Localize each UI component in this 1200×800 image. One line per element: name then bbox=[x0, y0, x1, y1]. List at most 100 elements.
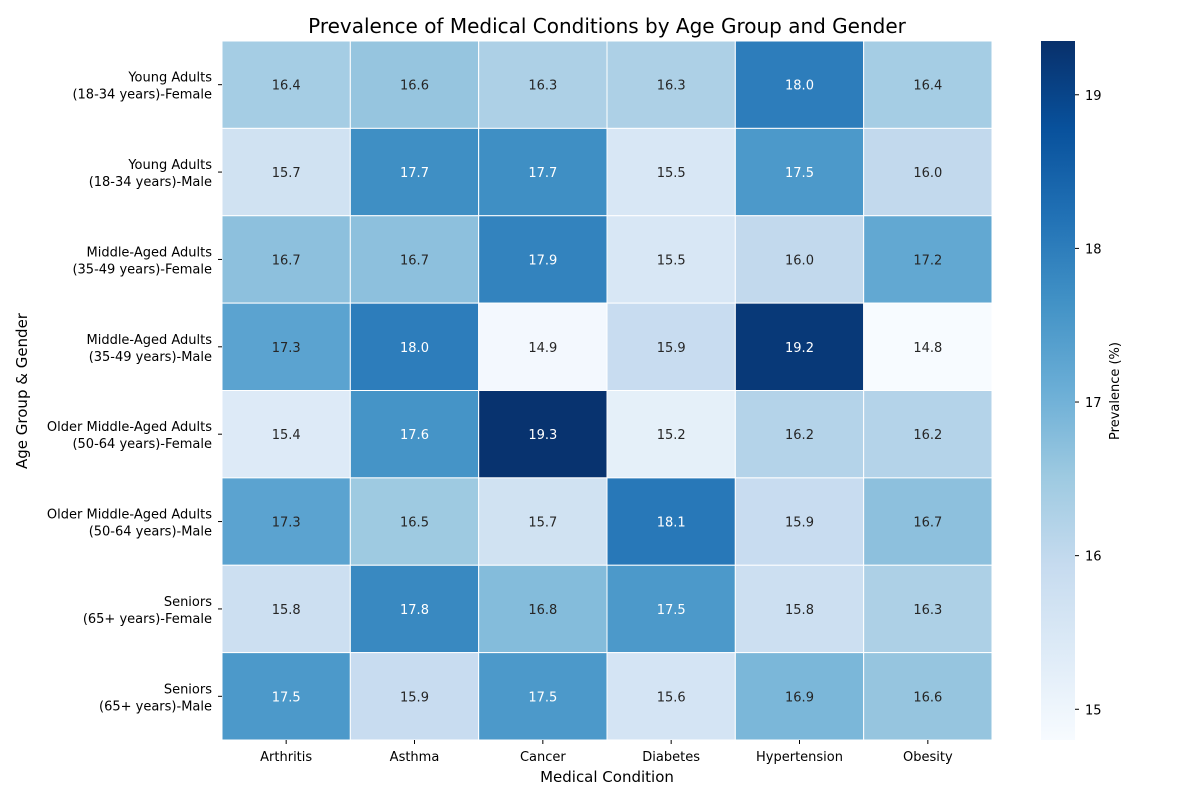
heatmap-cell bbox=[863, 652, 993, 741]
heatmap-cell bbox=[221, 302, 351, 391]
x-tick-label: Arthritis bbox=[260, 750, 312, 765]
cell-value-label: 15.7 bbox=[272, 166, 301, 181]
heatmap-cell bbox=[221, 215, 351, 304]
y-tick-labels: Young Adults (18-34 years)-Female Young Ad… bbox=[47, 71, 222, 714]
heatmap-cell bbox=[478, 390, 608, 479]
y-axis-label: Age Group & Gender bbox=[13, 312, 31, 469]
cell-value-label: 16.4 bbox=[913, 79, 942, 94]
heatmap-cell bbox=[478, 215, 608, 304]
cell-value-label: 15.9 bbox=[400, 690, 429, 705]
cell-value-label: 15.8 bbox=[785, 603, 814, 618]
heatmap-cell bbox=[734, 390, 865, 479]
x-tick-label: Hypertension bbox=[756, 750, 843, 765]
cell-value-label: 16.8 bbox=[528, 603, 557, 618]
cell-value-label: 17.5 bbox=[272, 690, 301, 705]
heatmap-cell bbox=[863, 564, 993, 654]
cell-value-label: 16.6 bbox=[400, 79, 429, 94]
heatmap-cell bbox=[734, 215, 865, 304]
cell-value-label: 16.9 bbox=[785, 690, 814, 705]
cell-value-label: 17.6 bbox=[400, 428, 429, 443]
heatmap-cell bbox=[478, 302, 608, 391]
x-tick-label: Asthma bbox=[390, 750, 440, 765]
cell-value-label: 16.4 bbox=[272, 79, 301, 94]
heatmap-cell bbox=[221, 390, 351, 479]
cell-value-label: 18.0 bbox=[400, 341, 429, 356]
colorbar-tick-label: 19 bbox=[1085, 89, 1102, 104]
cell-value-label: 14.9 bbox=[528, 341, 557, 356]
y-tick-label: Middle-Aged Adults (35-49 years)-Female bbox=[72, 245, 212, 277]
heatmap-cell bbox=[478, 564, 608, 654]
cell-value-label: 16.3 bbox=[528, 79, 557, 94]
heatmap-cell bbox=[349, 302, 480, 391]
heatmap-cell bbox=[221, 564, 351, 654]
heatmap-cell bbox=[221, 40, 351, 129]
heatmap-cell bbox=[863, 477, 993, 566]
heatmap-cells: 16.4 16.6 16.3 16.3 18.0 16.4 15.7 17.7 17.7 15.5… bbox=[221, 40, 993, 741]
cell-value-label: 16.0 bbox=[913, 166, 942, 181]
cell-value-label: 16.2 bbox=[785, 428, 814, 443]
heatmap-cell bbox=[221, 652, 351, 741]
cell-value-label: 15.4 bbox=[272, 428, 301, 443]
cell-value-label: 16.7 bbox=[272, 253, 301, 268]
cell-value-label: 16.6 bbox=[913, 690, 942, 705]
cell-value-label: 16.2 bbox=[913, 428, 942, 443]
cell-value-label: 15.9 bbox=[785, 516, 814, 531]
cell-value-label: 17.3 bbox=[272, 516, 301, 531]
heatmap-cell bbox=[478, 652, 608, 741]
heatmap-cell bbox=[734, 302, 865, 391]
cell-value-label: 17.7 bbox=[400, 166, 429, 181]
cell-value-label: 17.3 bbox=[272, 341, 301, 356]
heatmap-cell bbox=[349, 564, 480, 654]
chart-title: Prevalence of Medical Conditions by Age … bbox=[308, 14, 907, 38]
heatmap-cell bbox=[606, 390, 736, 479]
cell-value-label: 17.2 bbox=[913, 253, 942, 268]
heatmap-cell bbox=[349, 40, 480, 129]
cell-value-label: 17.7 bbox=[528, 166, 557, 181]
cell-value-label: 15.5 bbox=[657, 253, 686, 268]
heatmap-cell bbox=[221, 477, 351, 566]
x-tick-label: Diabetes bbox=[642, 750, 700, 765]
heatmap-cell bbox=[349, 215, 480, 304]
cell-value-label: 15.2 bbox=[657, 428, 686, 443]
heatmap-cell bbox=[349, 127, 480, 217]
cell-value-label: 19.3 bbox=[528, 428, 557, 443]
heatmap-cell bbox=[734, 652, 865, 741]
cell-value-label: 16.7 bbox=[913, 516, 942, 531]
heatmap-cell bbox=[863, 215, 993, 304]
cell-value-label: 15.8 bbox=[272, 603, 301, 618]
heatmap-cell bbox=[863, 40, 993, 129]
cell-value-label: 17.8 bbox=[400, 603, 429, 618]
x-tick-labels: Arthritis Asthma Cancer Diabetes Hypertensio… bbox=[260, 740, 953, 765]
heatmap-cell bbox=[863, 127, 993, 217]
y-tick-label: Middle-Aged Adults (35-49 years)-Male bbox=[86, 333, 212, 365]
heatmap-cell bbox=[606, 652, 736, 741]
cell-value-label: 16.3 bbox=[657, 79, 686, 94]
y-tick-label: Young Adults (18-34 years)-Male bbox=[89, 158, 213, 190]
cell-value-label: 15.6 bbox=[657, 690, 686, 705]
y-tick-label: Older Middle-Aged Adults (50-64 years)-Fe… bbox=[47, 420, 212, 452]
colorbar-gradient bbox=[1041, 41, 1075, 740]
cell-value-label: 16.5 bbox=[400, 516, 429, 531]
heatmap-cell bbox=[863, 390, 993, 479]
cell-value-label: 14.8 bbox=[913, 341, 942, 356]
y-tick-label: Young Adults (18-34 years)-Female bbox=[72, 71, 212, 103]
cell-value-label: 15.9 bbox=[657, 341, 686, 356]
colorbar-tick-label: 18 bbox=[1085, 242, 1102, 257]
heatmap-cell bbox=[863, 302, 993, 391]
colorbar: 15 16 17 18 19 bbox=[1041, 41, 1102, 740]
colorbar-tick-label: 15 bbox=[1085, 703, 1102, 718]
heatmap-cell bbox=[606, 564, 736, 654]
y-tick-label: Older Middle-Aged Adults (50-64 years)-Ma… bbox=[47, 508, 212, 540]
x-axis-label: Medical Condition bbox=[540, 768, 674, 786]
heatmap-cell bbox=[734, 477, 865, 566]
x-tick-label: Obesity bbox=[903, 750, 953, 765]
heatmap-cell bbox=[734, 40, 865, 129]
cell-value-label: 16.0 bbox=[785, 253, 814, 268]
cell-value-label: 18.0 bbox=[785, 79, 814, 94]
heatmap-cell bbox=[606, 127, 736, 217]
heatmap-cell bbox=[606, 302, 736, 391]
y-tick-label: Seniors (65+ years)-Male bbox=[99, 682, 212, 714]
heatmap-cell bbox=[606, 40, 736, 129]
cell-value-label: 19.2 bbox=[785, 341, 814, 356]
